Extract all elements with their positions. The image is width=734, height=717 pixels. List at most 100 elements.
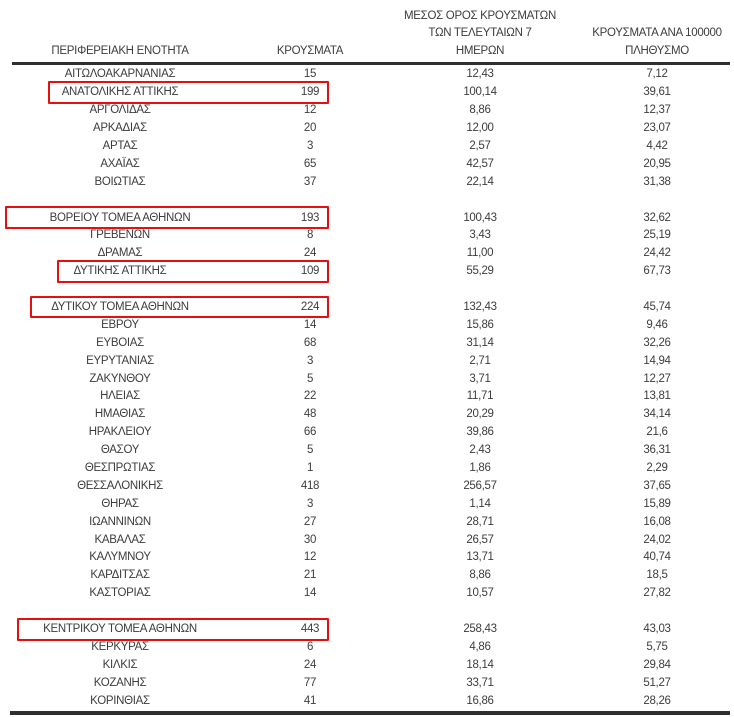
cases-value: 41 xyxy=(303,694,317,707)
per100k-value: 4,42 xyxy=(646,140,668,152)
spacer-row xyxy=(0,280,734,298)
region-name: ΔΥΤΙΚΟΥ ΤΟΜΕΑ ΑΘΗΝΩΝ xyxy=(51,301,189,314)
header-cases-per-100000-line2: ΠΛΗΘΥΣΜΟ xyxy=(625,44,689,57)
region-name: ΚΑΡΔΙΤΣΑΣ xyxy=(90,569,150,582)
cases-value: 1 xyxy=(306,462,314,475)
region-name: ΚΕΝΤΡΙΚΟΥ ΤΟΜΕΑ ΑΘΗΝΩΝ xyxy=(43,623,197,636)
cases-value: 5 xyxy=(306,444,314,457)
avg7-value: 31,14 xyxy=(466,336,494,349)
spacer-row xyxy=(0,191,734,209)
region-name: ΗΡΑΚΛΕΙΟΥ xyxy=(88,426,152,439)
table-row: ΖΑΚΥΝΘΟΥ 5 3,71 12,27 xyxy=(0,370,734,388)
table-row: ΚΑΡΔΙΤΣΑΣ 21 8,86 18,5 xyxy=(0,566,734,584)
cases-value: 77 xyxy=(303,676,317,689)
avg7-value: 1,86 xyxy=(469,462,491,475)
region-name: ΒΟΙΩΤΙΑΣ xyxy=(94,175,146,188)
region-name: ΔΥΤΙΚΗΣ ΑΤΤΙΚΗΣ xyxy=(73,265,167,278)
cases-value: 3 xyxy=(306,140,314,152)
avg7-value: 1,14 xyxy=(469,497,491,510)
avg7-value: 11,71 xyxy=(466,390,494,403)
cases-value: 3 xyxy=(306,497,314,510)
table-row: ΘΕΣΠΡΩΤΙΑΣ 1 1,86 2,29 xyxy=(0,459,734,477)
table-row: ΚΑΣΤΟΡΙΑΣ 14 10,57 27,82 xyxy=(0,584,734,602)
table-row: ΑΝΑΤΟΛΙΚΗΣ ΑΤΤΙΚΗΣ 199 100,14 39,61 xyxy=(0,80,734,104)
region-name: ΖΑΚΥΝΘΟΥ xyxy=(89,372,151,385)
region-name: ΚΙΛΚΙΣ xyxy=(102,658,138,671)
region-name: ΕΥΒΟΙΑΣ xyxy=(96,336,144,349)
table-row: ΑΡΓΟΛΙΔΑΣ 12 8,86 12,37 xyxy=(0,101,734,119)
cases-value: 14 xyxy=(303,587,317,600)
avg7-value: 10,57 xyxy=(466,587,494,600)
cases-value: 66 xyxy=(303,426,317,439)
per100k-value: 9,46 xyxy=(646,318,668,331)
table-row: ΚΟΡΙΝΘΙΑΣ 41 16,86 28,26 xyxy=(0,692,734,710)
per100k-value: 14,94 xyxy=(643,354,671,367)
per100k-value: 39,61 xyxy=(643,86,671,99)
cases-value: 109 xyxy=(300,265,320,278)
per100k-value: 2,29 xyxy=(646,462,668,475)
table-bottom-line xyxy=(10,710,730,715)
table-row: ΗΜΑΘΙΑΣ 48 20,29 34,14 xyxy=(0,405,734,423)
per100k-value: 40,74 xyxy=(643,551,671,564)
avg7-value: 13,71 xyxy=(466,551,494,564)
table-row: ΒΟΡΕΙΟΥ ΤΟΜΕΑ ΑΘΗΝΩΝ 193 100,43 32,62 xyxy=(0,206,734,230)
cases-value: 37 xyxy=(303,175,317,188)
avg7-value: 256,57 xyxy=(463,479,497,492)
table-row: ΑΡΤΑΣ 3 2,57 4,42 xyxy=(0,137,734,155)
cases-value: 27 xyxy=(303,515,317,528)
cases-value: 8 xyxy=(306,229,314,242)
avg7-value: 2,43 xyxy=(469,444,491,457)
header-cases-per-100000: ΚΡΟΥΣΜΑΤΑ ΑΝΑ 100000 ΠΛΗΘΥΣΜΟ xyxy=(580,25,734,60)
avg7-value: 15,86 xyxy=(466,318,494,331)
region-name: ΑΝΑΤΟΛΙΚΗΣ ΑΤΤΙΚΗΣ xyxy=(61,86,179,99)
region-name: ΙΩΑΝΝΙΝΩΝ xyxy=(89,515,151,528)
table-row: ΙΩΑΝΝΙΝΩΝ 27 28,71 16,08 xyxy=(0,513,734,531)
cases-value: 65 xyxy=(303,157,317,170)
header-7day-average-line3: ΗΜΕΡΩΝ xyxy=(455,44,505,57)
region-name: ΗΛΕΙΑΣ xyxy=(100,390,140,403)
avg7-value: 28,71 xyxy=(466,515,494,528)
avg7-value: 39,86 xyxy=(466,426,494,439)
region-name: ΔΡΑΜΑΣ xyxy=(97,247,143,260)
cases-value: 30 xyxy=(303,533,317,546)
avg7-value: 12,00 xyxy=(466,122,494,135)
cases-value: 22 xyxy=(303,390,317,403)
cases-value: 5 xyxy=(306,372,314,385)
cases-value: 199 xyxy=(300,86,320,99)
avg7-value: 18,14 xyxy=(466,658,494,671)
table-row: ΘΕΣΣΑΛΟΝΙΚΗΣ 418 256,57 37,65 xyxy=(0,477,734,495)
region-name: ΗΜΑΘΙΑΣ xyxy=(94,408,146,421)
header-7day-average-line2: ΤΩΝ ΤΕΛΕΥΤΑΙΩΝ 7 xyxy=(428,27,532,39)
cases-value: 21 xyxy=(303,569,317,582)
per100k-value: 67,73 xyxy=(643,265,671,278)
per100k-value: 29,84 xyxy=(643,658,671,671)
per100k-value: 20,95 xyxy=(643,157,671,170)
table-header: ΠΕΡΙΦΕΡΕΙΑΚΗ ΕΝΟΤΗΤΑ ΚΡΟΥΣΜΑΤΑ ΜΕΣΟΣ ΟΡΟ… xyxy=(0,0,734,62)
cases-value: 48 xyxy=(303,408,317,421)
cases-value: 15 xyxy=(303,68,317,81)
table-row: ΚΟΖΑΝΗΣ 77 33,71 51,27 xyxy=(0,674,734,692)
per100k-value: 28,26 xyxy=(643,694,671,707)
avg7-value: 55,29 xyxy=(466,265,494,278)
per100k-value: 24,02 xyxy=(643,533,671,546)
per100k-value: 32,62 xyxy=(643,211,671,224)
table-row: ΕΥΡΥΤΑΝΙΑΣ 3 2,71 14,94 xyxy=(0,352,734,370)
cases-value: 6 xyxy=(306,640,314,653)
table-row: ΔΥΤΙΚΟΥ ΤΟΜΕΑ ΑΘΗΝΩΝ 224 132,43 45,74 xyxy=(0,295,734,319)
avg7-value: 2,71 xyxy=(469,354,491,367)
table-row: ΚΙΛΚΙΣ 24 18,14 29,84 xyxy=(0,656,734,674)
cases-value: 24 xyxy=(303,658,317,671)
per100k-value: 45,74 xyxy=(643,301,671,314)
region-name: ΘΗΡΑΣ xyxy=(101,497,139,510)
region-name: ΓΡΕΒΕΝΩΝ xyxy=(90,229,150,242)
region-name: ΚΟΖΑΝΗΣ xyxy=(93,676,147,689)
cases-value: 14 xyxy=(303,318,317,331)
region-name: ΑΡΓΟΛΙΔΑΣ xyxy=(89,104,151,117)
per100k-value: 37,65 xyxy=(643,479,671,492)
cases-value: 418 xyxy=(300,479,320,492)
region-name: ΑΡΤΑΣ xyxy=(102,140,138,152)
region-name: ΕΒΡΟΥ xyxy=(101,318,139,331)
avg7-value: 3,43 xyxy=(469,229,491,242)
table-row: ΚΑΛΥΜΝΟΥ 12 13,71 40,74 xyxy=(0,549,734,567)
header-divider-line xyxy=(12,62,730,65)
